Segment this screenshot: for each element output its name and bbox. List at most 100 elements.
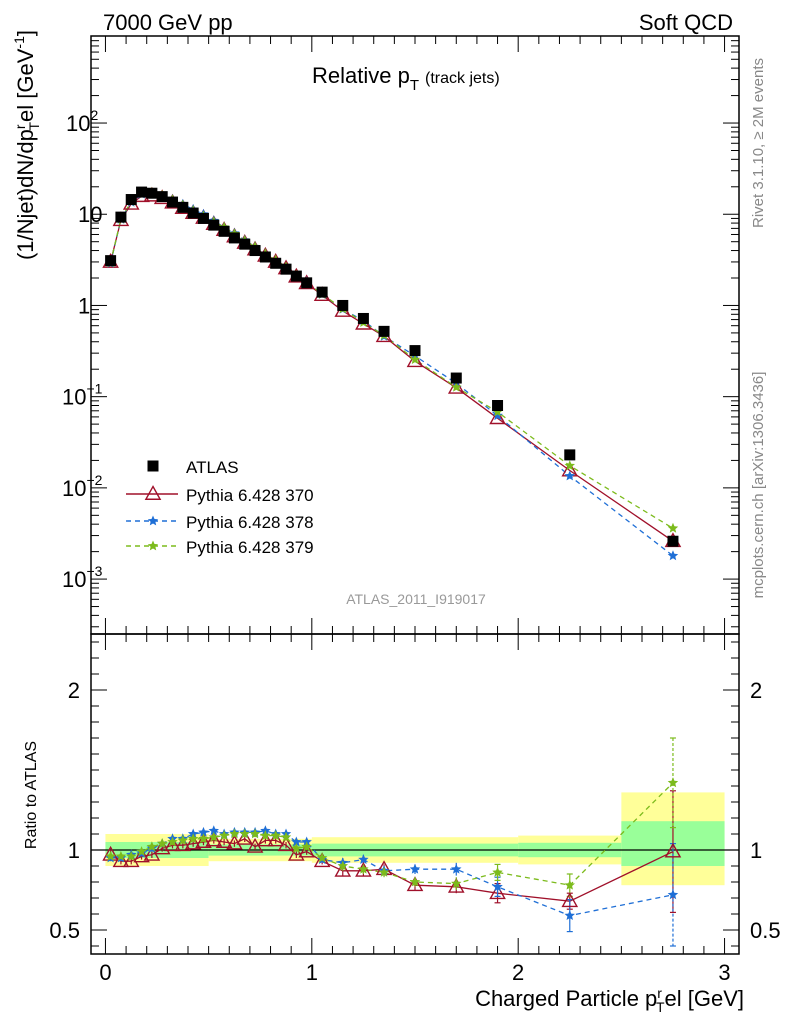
atlas-point [156,191,168,203]
atlas-point [316,286,328,298]
legend-marker [147,460,159,472]
main-series-point [451,381,462,392]
main-y-tick-label-exp: 2 [90,107,98,123]
ratio-series-point [157,838,168,848]
ratio-series-point [133,847,150,863]
ratio-series-point [187,833,199,844]
x-tick-label: 1 [306,960,318,985]
ratio-series-point [260,830,271,840]
ratio-series-point [291,836,302,847]
ratio-series-point [280,831,292,842]
main-series-point [564,460,575,471]
ratio-series-point [489,884,506,900]
ratio-y-tick-labels: 0.5 0.5 1 1 2 2 [49,678,780,943]
ratio-y-tick-label-right: 2 [750,678,762,703]
atlas-point [197,212,209,224]
ratio-series-point [249,828,261,839]
ratio-series-point [409,863,421,874]
ratio-y-axis-label: Ratio to ATLAS [23,741,40,849]
atlas-point [239,238,251,250]
ratio-y-tick-label-left: 0.5 [49,918,80,943]
ratio-series-point [277,836,295,852]
main-y-tick-label-base: 10 [62,567,86,592]
atlas-point [450,372,462,384]
mcplots-label: mcplots.cern.ch [arXiv:1306.3436] [750,372,767,599]
main-series-point [564,470,575,481]
atlas-point [667,535,679,547]
ratio-series [102,737,682,947]
ratio-axis-ticks [91,634,739,954]
main-series-point [667,522,679,533]
atlas-point [409,345,421,357]
ratio-series-point [205,831,223,847]
ratio-series-point [177,834,189,845]
atlas-point [301,277,313,289]
atlas-point [259,251,271,263]
ratio-series-point [218,830,230,840]
legend-label: Pythia 6.428 370 [186,486,314,505]
ratio-y-tick-label-left: 1 [68,838,80,863]
atlas-point [280,263,292,275]
main-series-line [109,191,674,529]
main-y-tick-label: 10 [78,202,102,227]
ratio-series-point [334,861,352,877]
x-tick-labels: 0 1 2 3 [99,960,730,985]
ratio-series-point [208,825,219,836]
atlas-point [337,299,349,311]
ratio-series-point [105,850,116,861]
atlas-point [125,194,137,206]
ratio-series-point [313,852,331,868]
main-y-tick-label: 1 [78,293,90,318]
main-y-tick-label-base: 10 [78,202,102,227]
analysis-tag: ATLAS_2011_I919017 [346,591,486,607]
atlas-point [357,312,369,324]
main-y-tick-label-base: 1 [78,293,90,318]
x-tick-label: 0 [99,960,111,985]
atlas-point [105,255,117,267]
ratio-y-tick-label-right: 0.5 [750,918,781,943]
legend-label: Pythia 6.428 378 [186,513,314,532]
ratio-series-point [564,910,575,920]
ratio-series-point [378,866,390,877]
legend-marker [144,485,162,500]
ratio-y-tick-label-left: 2 [68,678,80,703]
ratio-series-point [358,854,369,864]
energy-label: 7000 GeV pp [103,10,233,35]
ratio-series-point [184,834,202,850]
main-series-point [492,410,503,421]
main-series [102,186,682,561]
ratio-series-point [492,866,503,877]
main-y-tick-label-exp: −2 [86,472,102,488]
atlas-point [492,400,504,412]
main-y-tick-label-exp: −3 [86,563,102,579]
x-axis-label: Charged Particle pr Tel [GeV] [475,985,744,1015]
ratio-series-point [236,829,254,845]
atlas-point [228,232,240,244]
ratio-series-point [126,850,137,861]
atlas-point [167,196,179,208]
process-label: Soft QCD [639,10,733,35]
ratio-y-tick-label-right: 1 [750,838,762,863]
atlas-point [187,207,199,219]
ratio-series-point [667,777,679,788]
legend-label: Pythia 6.428 379 [186,538,314,557]
main-title: Relative pT (track jets) [312,63,500,94]
ratio-series-point [198,826,209,837]
main-y-tick-label-base: 10 [62,476,86,501]
ratio-series-point [198,833,209,844]
ratio-series-point [267,831,285,847]
ratio-series-point [406,876,424,892]
ratio-series-point [298,842,315,858]
atlas-point [378,325,390,337]
ratio-panel-frame [90,633,740,955]
atlas-point [270,257,282,269]
ratio-series-point [257,831,274,847]
ratio-series-point [447,877,465,893]
legend: ATLAS Pythia 6.428 370 Pythia 6.428 378 Pyt… [126,458,314,557]
ratio-series-point [136,846,147,856]
main-y-tick-label-exp: −1 [86,381,102,397]
ratio-series-point [564,879,575,890]
ratio-series-point [146,841,158,852]
